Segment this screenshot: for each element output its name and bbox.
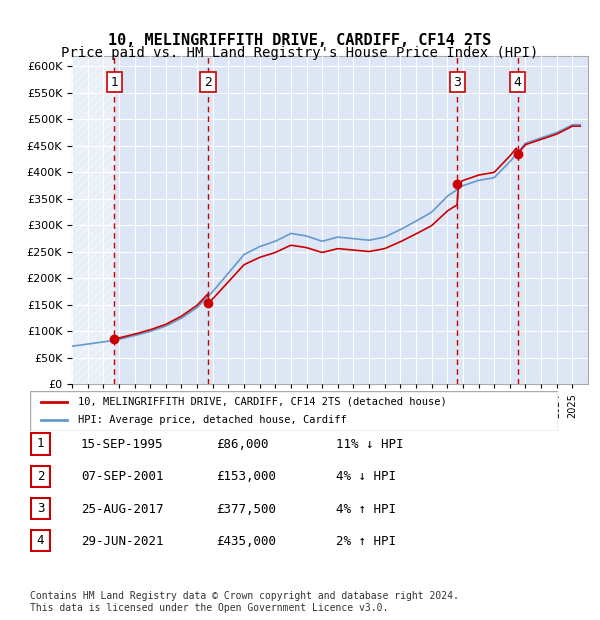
Text: 2% ↑ HPI: 2% ↑ HPI — [336, 535, 396, 547]
FancyBboxPatch shape — [31, 530, 50, 551]
Text: 4% ↑ HPI: 4% ↑ HPI — [336, 503, 396, 515]
Text: 1: 1 — [110, 76, 118, 89]
Text: £153,000: £153,000 — [216, 471, 276, 483]
Text: 29-JUN-2021: 29-JUN-2021 — [81, 535, 163, 547]
Text: 4: 4 — [514, 76, 521, 89]
Text: 10, MELINGRIFFITH DRIVE, CARDIFF, CF14 2TS (detached house): 10, MELINGRIFFITH DRIVE, CARDIFF, CF14 2… — [77, 397, 446, 407]
Text: Contains HM Land Registry data © Crown copyright and database right 2024.
This d: Contains HM Land Registry data © Crown c… — [30, 591, 459, 613]
Text: £435,000: £435,000 — [216, 535, 276, 547]
Text: 10, MELINGRIFFITH DRIVE, CARDIFF, CF14 2TS: 10, MELINGRIFFITH DRIVE, CARDIFF, CF14 2… — [109, 33, 491, 48]
Text: £86,000: £86,000 — [216, 438, 269, 451]
Text: 4: 4 — [37, 534, 44, 547]
Text: 11% ↓ HPI: 11% ↓ HPI — [336, 438, 404, 451]
FancyBboxPatch shape — [31, 498, 50, 519]
Text: HPI: Average price, detached house, Cardiff: HPI: Average price, detached house, Card… — [77, 415, 346, 425]
FancyBboxPatch shape — [31, 466, 50, 487]
Text: 2: 2 — [204, 76, 212, 89]
Text: 3: 3 — [37, 502, 44, 515]
FancyBboxPatch shape — [31, 433, 50, 454]
Text: £377,500: £377,500 — [216, 503, 276, 515]
Text: 07-SEP-2001: 07-SEP-2001 — [81, 471, 163, 483]
Text: 3: 3 — [454, 76, 461, 89]
Text: 1: 1 — [37, 438, 44, 450]
FancyBboxPatch shape — [30, 391, 558, 431]
Text: 2: 2 — [37, 470, 44, 482]
Text: 15-SEP-1995: 15-SEP-1995 — [81, 438, 163, 451]
Text: 25-AUG-2017: 25-AUG-2017 — [81, 503, 163, 515]
Text: Price paid vs. HM Land Registry's House Price Index (HPI): Price paid vs. HM Land Registry's House … — [61, 46, 539, 60]
Text: 4% ↓ HPI: 4% ↓ HPI — [336, 471, 396, 483]
Bar — [72, 56, 114, 384]
